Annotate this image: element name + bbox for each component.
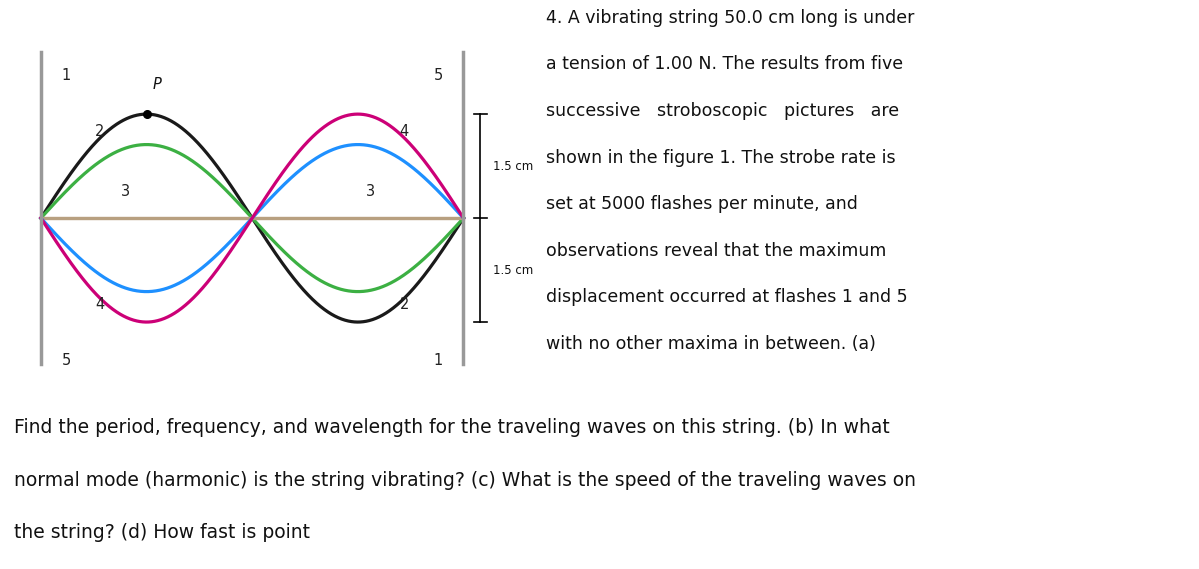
Text: 5: 5 — [61, 353, 71, 368]
Text: 1.5 cm: 1.5 cm — [493, 263, 534, 277]
Text: 1.5 cm: 1.5 cm — [493, 159, 534, 172]
Text: 1: 1 — [434, 353, 442, 368]
Text: 4. A vibrating string 50.0 cm long is under: 4. A vibrating string 50.0 cm long is un… — [546, 9, 914, 27]
Text: the string? (d) How fast is point: the string? (d) How fast is point — [14, 523, 317, 542]
Text: with no other maxima in between. (a): with no other maxima in between. (a) — [546, 335, 875, 353]
Text: 2: 2 — [96, 124, 104, 139]
Text: $P$: $P$ — [152, 76, 163, 92]
Text: shown in the figure 1. The strobe rate is: shown in the figure 1. The strobe rate i… — [546, 149, 896, 167]
Text: observations reveal that the maximum: observations reveal that the maximum — [546, 242, 886, 260]
Text: set at 5000 flashes per minute, and: set at 5000 flashes per minute, and — [546, 195, 857, 213]
Text: 5: 5 — [434, 68, 442, 84]
Text: 3: 3 — [366, 184, 375, 199]
Text: 4: 4 — [399, 124, 409, 139]
Text: Find the period, frequency, and wavelength for the traveling waves on this strin: Find the period, frequency, and waveleng… — [14, 418, 890, 437]
Text: normal mode (harmonic) is the string vibrating? (c) What is the speed of the tra: normal mode (harmonic) is the string vib… — [14, 471, 916, 489]
Text: successive   stroboscopic   pictures   are: successive stroboscopic pictures are — [546, 102, 899, 120]
Text: 2: 2 — [399, 297, 409, 312]
Text: a tension of 1.00 N. The results from five: a tension of 1.00 N. The results from fi… — [546, 55, 903, 73]
Text: 3: 3 — [121, 184, 129, 199]
Text: 1: 1 — [61, 68, 71, 84]
Text: displacement occurred at flashes 1 and 5: displacement occurred at flashes 1 and 5 — [546, 288, 908, 307]
Text: 4: 4 — [96, 297, 104, 312]
